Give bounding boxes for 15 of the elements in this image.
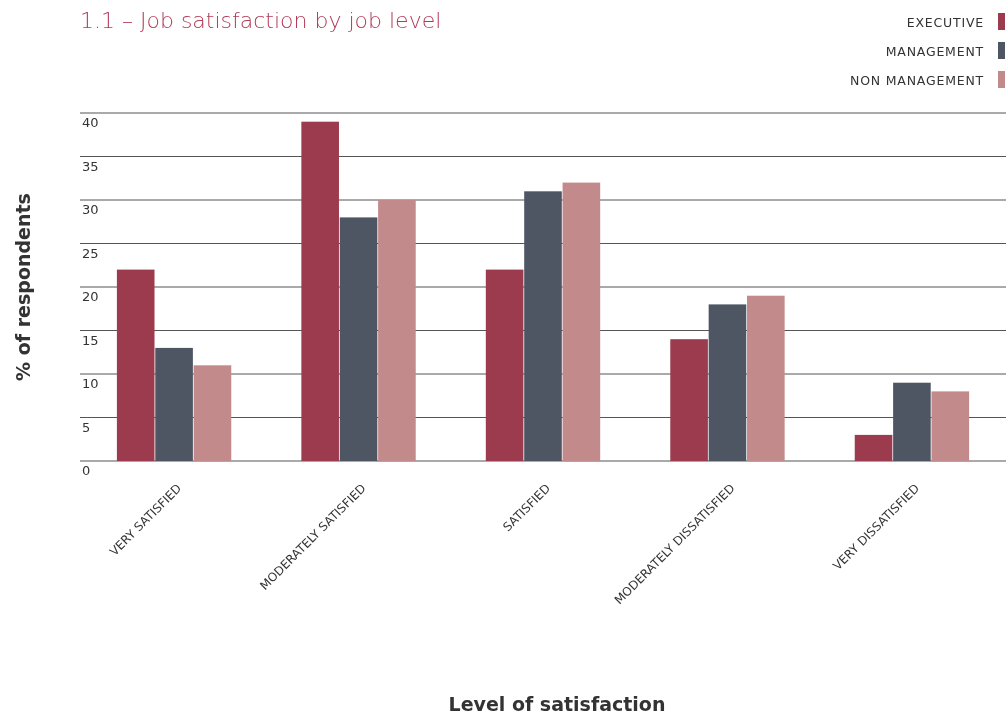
y-tick-label: 20: [82, 289, 99, 304]
legend-label: EXECUTIVE: [906, 15, 984, 30]
y-tick-label: 40: [82, 115, 99, 130]
legend-label: NON MANAGEMENT: [850, 73, 984, 88]
y-tick-label: 25: [82, 245, 99, 261]
y-axis-title: % of respondents: [12, 193, 34, 381]
y-tick-label: 10: [82, 376, 99, 391]
y-tick-label: 35: [82, 158, 99, 174]
y-tick-label: 5: [82, 419, 91, 435]
y-tick-label: 0: [82, 463, 91, 478]
chart-title: 1.1 – Job satisfaction by job level: [80, 8, 442, 33]
x-axis-title: Level of satisfaction: [448, 693, 666, 713]
legend-label: MANAGEMENT: [885, 44, 984, 59]
y-tick-label: 15: [82, 332, 99, 348]
y-tick-label: 30: [82, 202, 99, 217]
